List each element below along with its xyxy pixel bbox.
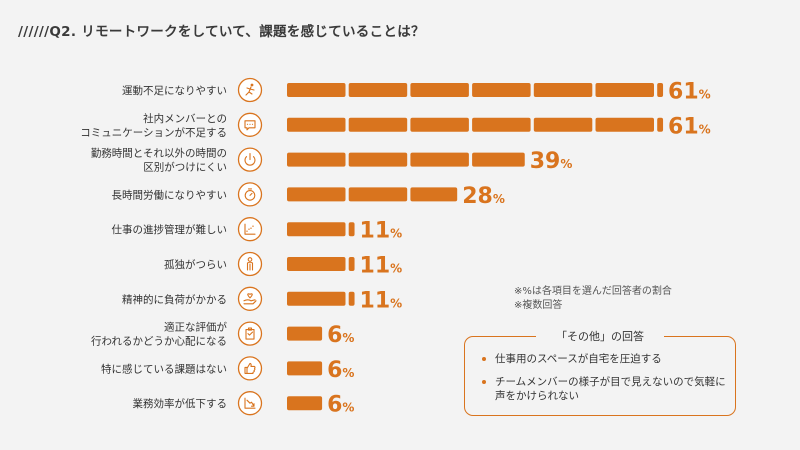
- value-label: 11%: [360, 219, 403, 244]
- footnote-multiple-answers: ※複数回答: [514, 300, 563, 311]
- thumbs-up-icon: [237, 356, 263, 381]
- value-label: 6%: [327, 393, 354, 418]
- page-title: //////Q2. リモートワークをしていて、課題を感じていることは？: [18, 24, 425, 40]
- bar: [287, 83, 664, 97]
- other-answer-item: チームメンバーの様子が目で見えないので気軽に声をかけられない: [481, 375, 731, 403]
- value-label: 11%: [360, 288, 403, 313]
- bar: [287, 152, 525, 167]
- category-label: 長時間労働になりやすい: [112, 188, 228, 201]
- declining-chart-icon: [237, 391, 263, 416]
- category-label: 業務効率が低下する: [133, 397, 228, 410]
- category-label: 社内メンバーとのコミュニケーションが不足する: [80, 112, 227, 139]
- category-label: 仕事の進捗管理が難しい: [112, 223, 228, 236]
- running-icon: [237, 77, 263, 103]
- stopwatch-icon: [237, 182, 263, 207]
- value-label: 61%: [668, 80, 711, 105]
- value-label: 6%: [327, 358, 354, 383]
- category-label: 適正な評価が行われるかどうか心配になる: [91, 321, 227, 348]
- value-label: 28%: [462, 184, 505, 209]
- value-label: 6%: [327, 323, 354, 348]
- other-answer-item: 仕事用のスペースが自宅を圧迫する: [481, 352, 731, 366]
- category-label: 孤独がつらい: [164, 258, 227, 271]
- progress-chart-icon: [237, 217, 263, 242]
- value-label: 11%: [360, 254, 403, 279]
- bar: [287, 396, 323, 411]
- clipboard-icon: [237, 321, 263, 346]
- value-label: 39%: [530, 149, 573, 174]
- bar: [287, 257, 355, 271]
- bar: [287, 187, 458, 202]
- bar: [287, 117, 664, 132]
- category-label: 勤務時間とそれ以外の時間の区別がつけにくい: [91, 147, 227, 174]
- footnote: ※%は各項目を選んだ回答者の割合 ※複数回答: [514, 285, 672, 313]
- chat-icon: [237, 112, 263, 137]
- other-answers-title: 「その他」の回答: [536, 328, 664, 344]
- person-icon: [237, 251, 263, 277]
- value-label: 61%: [668, 114, 711, 139]
- bar: [287, 291, 355, 306]
- bar: [287, 326, 323, 341]
- footnote-percent-note: ※%は各項目を選んだ回答者の割合: [514, 286, 672, 297]
- hand-heart-icon: [237, 286, 263, 311]
- category-label: 運動不足になりやすい: [122, 84, 227, 97]
- category-label: 精神的に負荷がかかる: [122, 293, 227, 306]
- other-answers-list: 仕事用のスペースが自宅を圧迫する チームメンバーの様子が目で見えないので気軽に声…: [481, 352, 731, 412]
- bar: [287, 222, 355, 237]
- category-label: 特に感じている課題はない: [101, 362, 227, 375]
- bar: [287, 361, 323, 376]
- power-icon: [237, 147, 263, 172]
